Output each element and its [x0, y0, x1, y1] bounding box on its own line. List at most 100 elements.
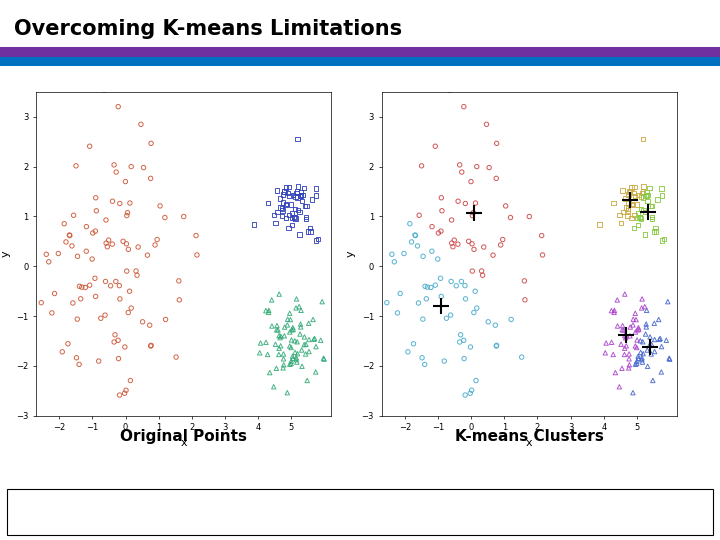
Point — [125, 376, 136, 385]
Point — [617, 321, 629, 330]
Point — [266, 322, 278, 330]
Point — [637, 135, 649, 144]
Point — [631, 326, 643, 334]
Point — [292, 193, 303, 202]
Point — [263, 306, 274, 315]
Point — [298, 184, 310, 192]
Point — [426, 283, 437, 292]
Point — [630, 315, 642, 324]
Text: K-means Clusters: K-means Clusters — [455, 429, 603, 444]
Point — [300, 212, 312, 221]
Point — [619, 344, 631, 353]
Point — [277, 198, 289, 207]
Point — [124, 199, 135, 207]
Point — [298, 340, 310, 349]
Point — [491, 139, 503, 147]
Point — [459, 354, 470, 363]
Point — [446, 239, 457, 247]
Point — [108, 338, 120, 346]
Point — [283, 211, 294, 219]
Point — [80, 283, 91, 292]
Point — [635, 192, 647, 201]
Point — [413, 211, 425, 220]
Point — [279, 187, 290, 196]
Point — [271, 326, 282, 334]
Point — [289, 336, 300, 345]
Point — [616, 364, 628, 373]
Point — [518, 276, 530, 285]
Point — [64, 231, 76, 240]
Point — [174, 295, 185, 304]
Point — [287, 325, 299, 334]
Point — [110, 168, 122, 177]
Text: Introduction to Data Mining: Introduction to Data Mining — [284, 507, 436, 517]
Point — [471, 163, 482, 171]
Point — [107, 197, 118, 206]
Point — [610, 368, 621, 377]
Point — [138, 163, 149, 172]
Point — [120, 386, 132, 395]
Point — [68, 211, 79, 220]
Point — [523, 212, 535, 221]
Point — [289, 214, 301, 223]
Point — [284, 315, 296, 324]
Point — [641, 191, 652, 200]
Point — [381, 299, 392, 307]
Point — [285, 200, 297, 209]
Point — [456, 277, 467, 286]
Point — [307, 315, 319, 324]
Point — [282, 321, 293, 329]
Point — [75, 294, 86, 303]
Point — [268, 211, 279, 219]
Point — [100, 239, 112, 247]
Point — [303, 347, 315, 356]
Point — [278, 187, 289, 196]
Point — [632, 221, 644, 230]
Point — [445, 311, 456, 320]
Point — [389, 258, 400, 266]
Point — [132, 242, 144, 251]
Point — [318, 354, 329, 362]
Point — [173, 276, 184, 285]
Point — [417, 315, 428, 323]
Point — [46, 308, 58, 317]
Point — [637, 349, 649, 358]
Point — [386, 250, 397, 259]
Point — [447, 242, 459, 251]
Point — [642, 362, 653, 370]
Point — [459, 199, 471, 208]
Point — [125, 303, 137, 312]
Point — [452, 240, 464, 248]
Point — [284, 192, 295, 200]
Point — [398, 249, 410, 258]
Point — [433, 228, 444, 237]
Point — [122, 245, 134, 254]
Point — [656, 236, 667, 245]
Point — [274, 194, 286, 202]
Point — [297, 191, 308, 199]
Point — [645, 350, 657, 359]
Point — [109, 330, 121, 339]
Point — [287, 354, 299, 363]
Point — [276, 204, 288, 213]
Point — [310, 368, 321, 376]
Point — [631, 213, 643, 222]
Point — [467, 208, 479, 217]
X-axis label: x: x — [526, 438, 533, 448]
Point — [616, 219, 627, 227]
Point — [73, 282, 85, 291]
Point — [420, 294, 432, 303]
Point — [392, 308, 403, 317]
Point — [310, 236, 322, 245]
Point — [636, 303, 647, 312]
Point — [454, 160, 465, 169]
Point — [468, 308, 480, 317]
Point — [114, 391, 125, 400]
Point — [99, 86, 110, 94]
Point — [624, 361, 635, 369]
Point — [634, 213, 646, 221]
Text: 41: 41 — [684, 507, 698, 517]
Point — [432, 255, 444, 264]
Point — [272, 326, 284, 334]
Point — [144, 321, 156, 329]
